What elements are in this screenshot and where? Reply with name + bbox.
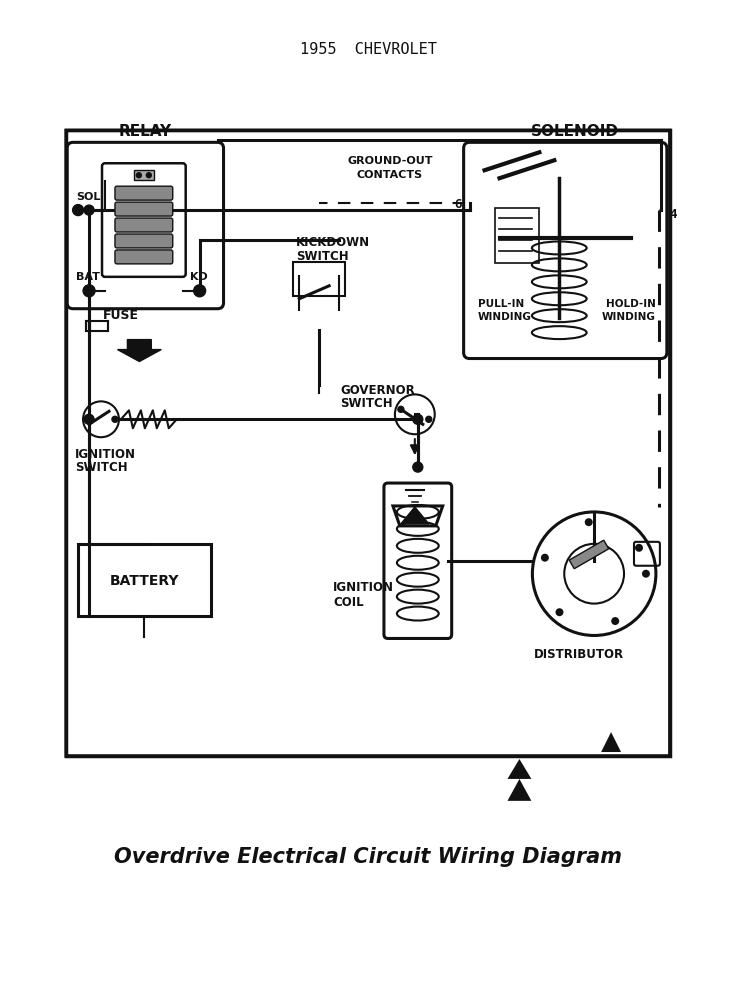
FancyBboxPatch shape (115, 187, 173, 201)
FancyBboxPatch shape (115, 219, 173, 233)
Text: WINDING: WINDING (602, 311, 656, 321)
Circle shape (413, 414, 422, 424)
Circle shape (541, 555, 549, 563)
Text: BAT: BAT (76, 271, 100, 281)
Text: DISTRIBUTOR: DISTRIBUTOR (534, 647, 624, 660)
Circle shape (146, 174, 152, 179)
Text: 6: 6 (454, 198, 461, 211)
Polygon shape (507, 779, 531, 801)
Bar (78, 545, 210, 616)
Text: IGNITION: IGNITION (75, 447, 136, 460)
Text: PULL-IN: PULL-IN (478, 298, 524, 308)
Text: FUSE: FUSE (103, 309, 139, 322)
Circle shape (84, 206, 94, 216)
Text: IGNITION: IGNITION (333, 580, 394, 593)
Circle shape (556, 608, 564, 616)
Circle shape (73, 206, 84, 217)
Polygon shape (401, 508, 429, 525)
Circle shape (426, 416, 432, 422)
Text: SOL: SOL (76, 192, 101, 202)
Circle shape (112, 416, 118, 422)
Circle shape (584, 519, 592, 527)
Circle shape (635, 545, 643, 553)
Circle shape (83, 285, 95, 297)
Text: GOVERNOR: GOVERNOR (340, 384, 415, 397)
Text: KD: KD (190, 271, 208, 281)
Polygon shape (118, 340, 161, 362)
Circle shape (136, 174, 141, 179)
Circle shape (642, 571, 650, 579)
Text: SWITCH: SWITCH (297, 250, 349, 263)
Text: SWITCH: SWITCH (75, 460, 128, 473)
Text: HOLD-IN: HOLD-IN (606, 298, 656, 308)
FancyBboxPatch shape (115, 203, 173, 217)
Circle shape (611, 617, 619, 625)
Text: BATTERY: BATTERY (110, 574, 179, 587)
Text: 4: 4 (669, 208, 676, 221)
Text: CONTACTS: CONTACTS (357, 170, 423, 180)
Circle shape (84, 416, 90, 422)
Bar (86, 321, 108, 331)
Text: Overdrive Electrical Circuit Wiring Diagram: Overdrive Electrical Circuit Wiring Diag… (114, 846, 622, 866)
FancyBboxPatch shape (115, 250, 173, 264)
Bar (134, 171, 154, 181)
Circle shape (398, 407, 404, 413)
Circle shape (413, 462, 422, 472)
Text: WINDING: WINDING (478, 311, 531, 321)
Circle shape (194, 285, 205, 297)
Text: SOLENOID: SOLENOID (531, 124, 619, 139)
FancyBboxPatch shape (115, 235, 173, 248)
Polygon shape (601, 733, 621, 752)
Bar (569, 541, 609, 570)
Text: RELAY: RELAY (118, 124, 172, 139)
Text: COIL: COIL (333, 595, 364, 608)
Bar (293, 262, 345, 296)
Text: KICKDOWN: KICKDOWN (297, 237, 370, 249)
Text: 1955  CHEVROLET: 1955 CHEVROLET (300, 42, 436, 57)
Circle shape (84, 414, 94, 424)
Bar (495, 209, 539, 263)
Polygon shape (507, 759, 531, 779)
Text: GROUND-OUT: GROUND-OUT (347, 156, 433, 166)
Text: SWITCH: SWITCH (340, 397, 393, 410)
